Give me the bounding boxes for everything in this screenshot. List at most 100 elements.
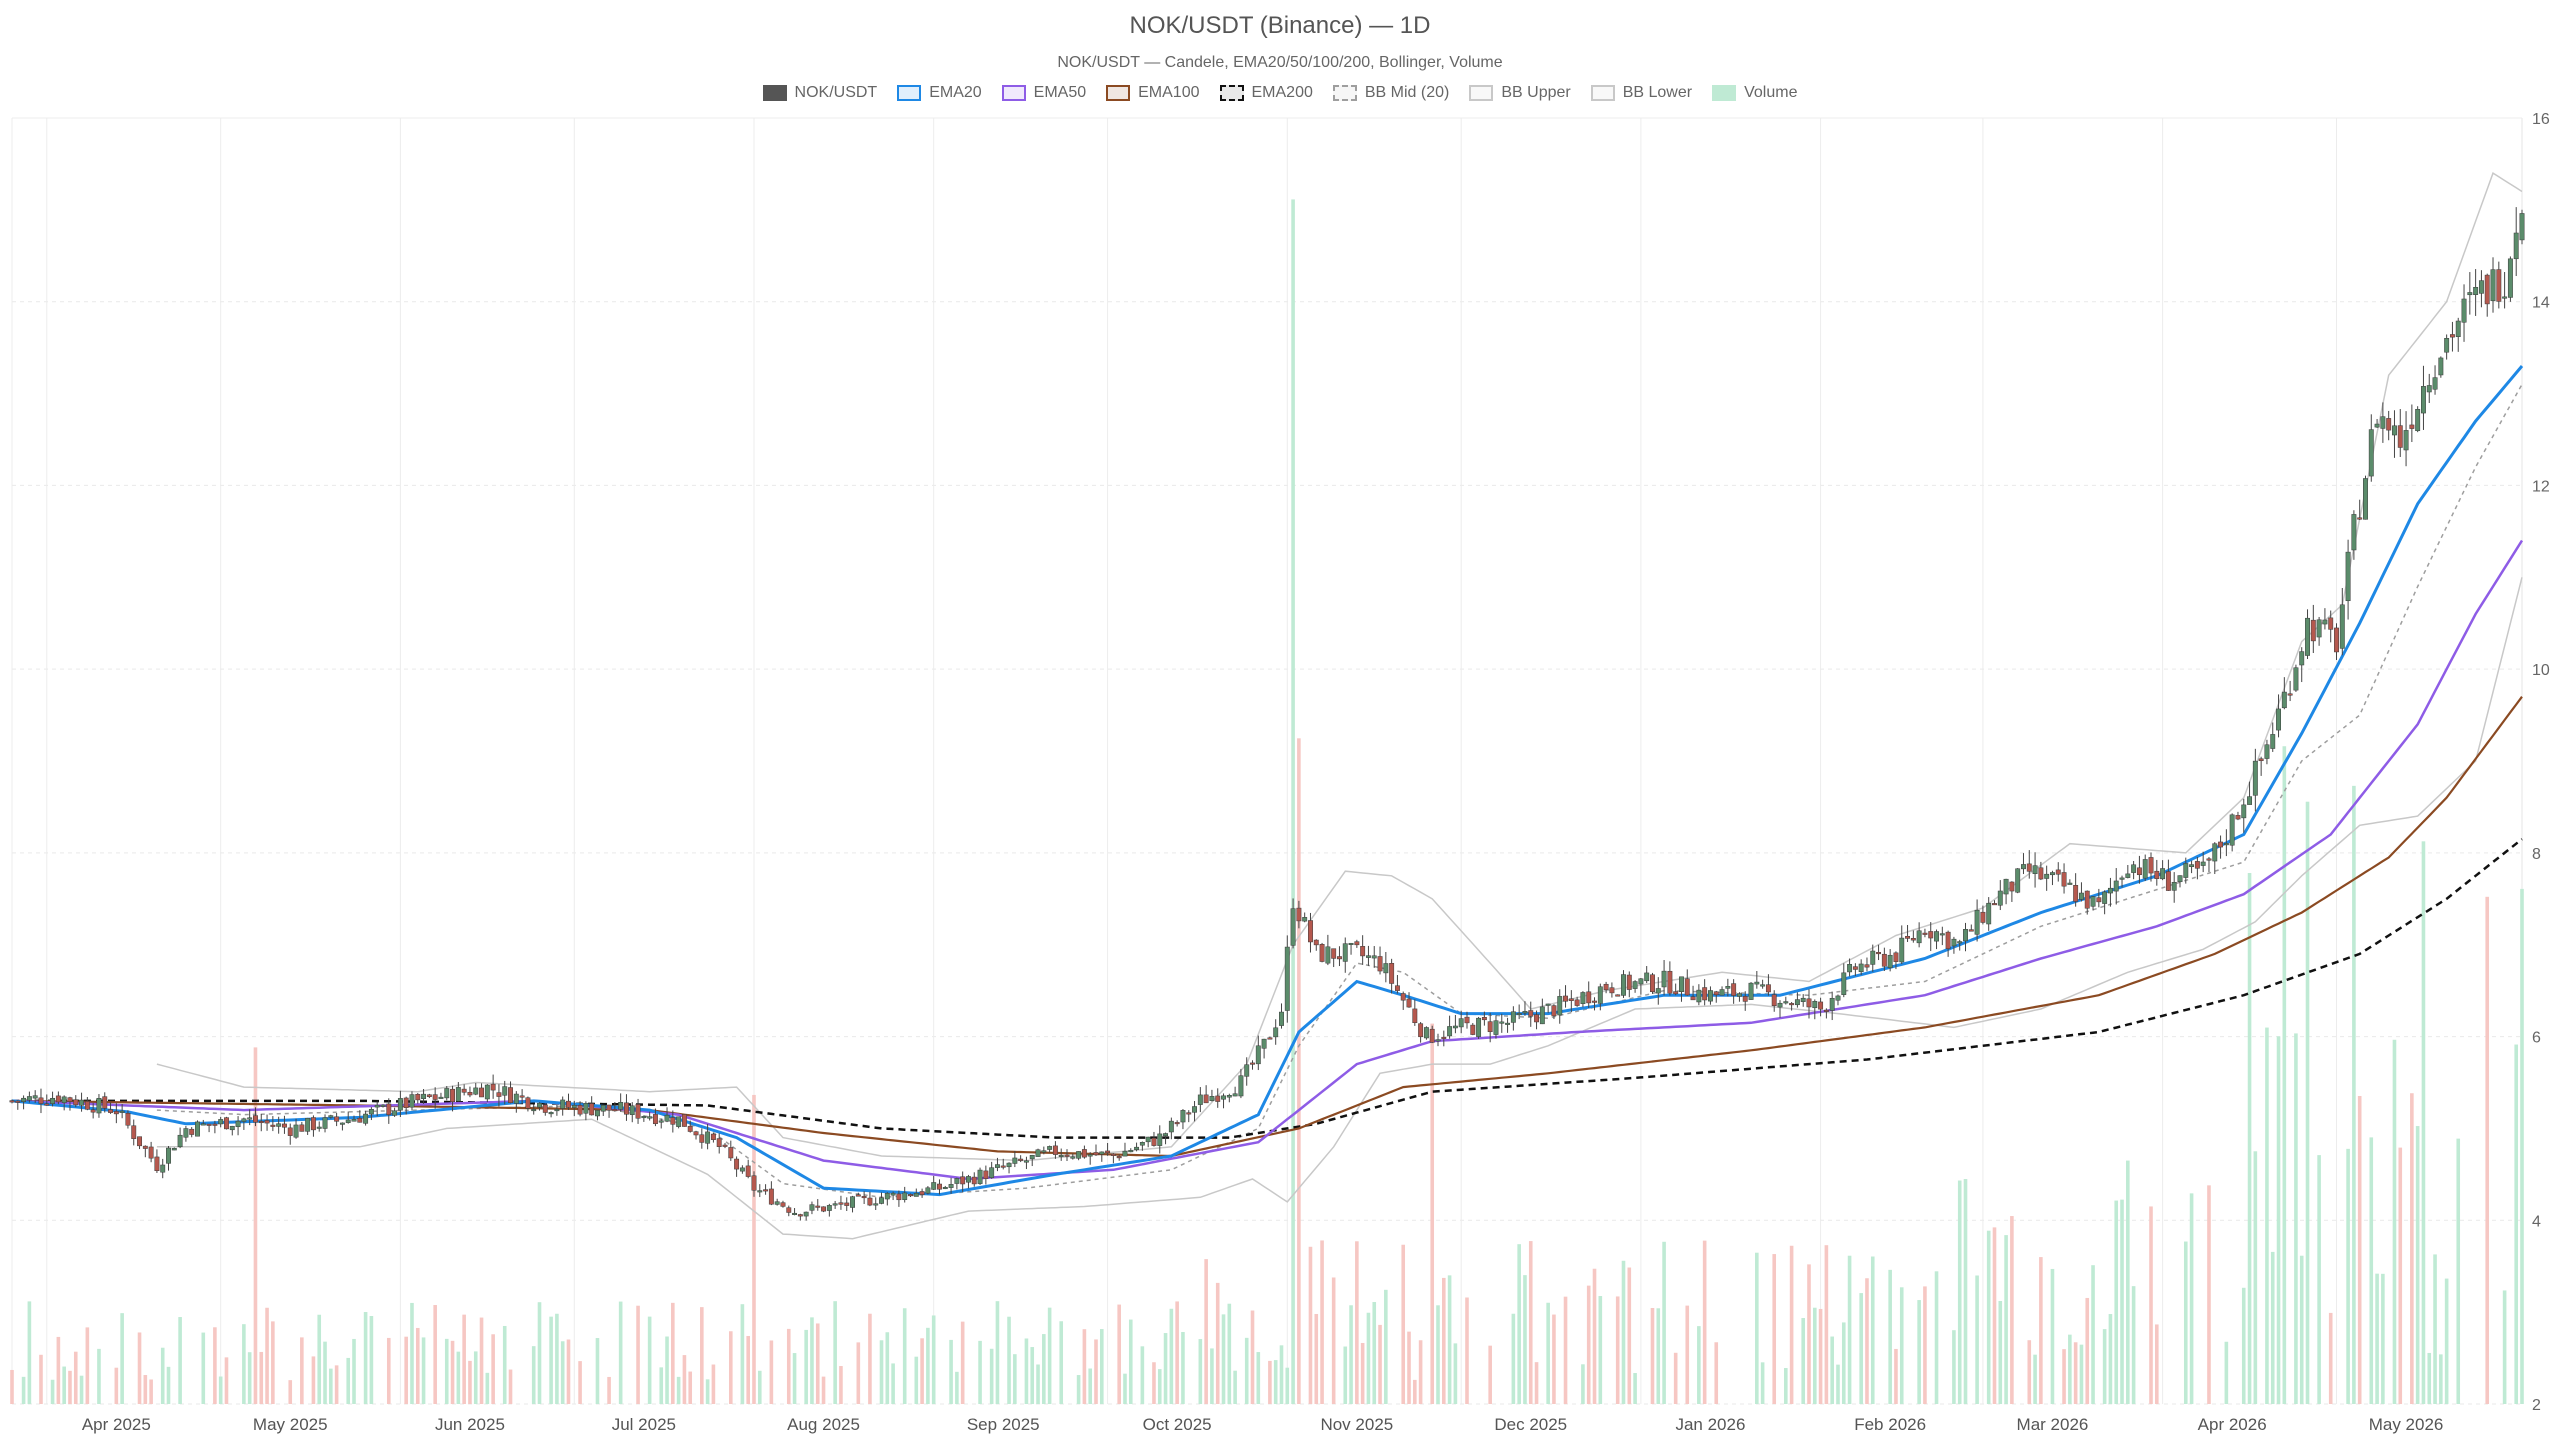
candle-body[interactable] [1400, 993, 1406, 1001]
candle-body[interactable] [1244, 1064, 1250, 1077]
candle-body[interactable] [966, 1176, 971, 1183]
candle-body[interactable] [519, 1095, 525, 1098]
candle-body[interactable] [1719, 989, 1725, 996]
candle-body[interactable] [490, 1083, 496, 1091]
candle-body[interactable] [1957, 941, 1963, 944]
candle-body[interactable] [1122, 1150, 1128, 1157]
legend-item-ema200[interactable]: EMA200 [1219, 84, 1313, 102]
candle-body[interactable] [2154, 870, 2160, 879]
candle-body[interactable] [635, 1104, 641, 1119]
candle-body[interactable] [867, 1197, 873, 1206]
candle-body[interactable] [363, 1113, 369, 1124]
candle-body[interactable] [1574, 999, 1580, 1006]
candle-body[interactable] [2218, 841, 2224, 848]
candle-body[interactable] [681, 1114, 687, 1127]
candle-body[interactable] [131, 1125, 137, 1139]
candle-body[interactable] [508, 1087, 513, 1103]
candle-body[interactable] [1580, 992, 1586, 1004]
candle-body[interactable] [2496, 269, 2502, 302]
candle-body[interactable] [855, 1194, 861, 1197]
candle-body[interactable] [763, 1189, 769, 1192]
candle-body[interactable] [1881, 953, 1887, 967]
candle-body[interactable] [1308, 920, 1313, 943]
candle-body[interactable] [960, 1176, 966, 1185]
candle-body[interactable] [276, 1123, 282, 1127]
candle-body[interactable] [2026, 863, 2032, 872]
candle-body[interactable] [403, 1097, 409, 1108]
candle-body[interactable] [368, 1109, 374, 1115]
candle-body[interactable] [502, 1086, 508, 1096]
candle-body[interactable] [931, 1182, 937, 1190]
candle-body[interactable] [1458, 1018, 1464, 1028]
candle-body[interactable] [2003, 878, 2009, 895]
candle-body[interactable] [2473, 287, 2479, 295]
candle-body[interactable] [2078, 892, 2084, 900]
candle-body[interactable] [1377, 956, 1383, 972]
candle-body[interactable] [2374, 423, 2380, 428]
candle-body[interactable] [21, 1097, 27, 1102]
candle-body[interactable] [328, 1115, 334, 1118]
candle-body[interactable] [1765, 984, 1771, 993]
candle-body[interactable] [102, 1096, 108, 1109]
candle-body[interactable] [1383, 963, 1389, 974]
candle-body[interactable] [461, 1088, 467, 1093]
candle-body[interactable] [305, 1117, 311, 1132]
candle-body[interactable] [803, 1211, 809, 1217]
candle-body[interactable] [253, 1115, 258, 1123]
candle-body[interactable] [1818, 1001, 1824, 1010]
candle-body[interactable] [1951, 938, 1957, 947]
candle-body[interactable] [241, 1118, 247, 1122]
candle-body[interactable] [2229, 814, 2235, 846]
candle-body[interactable] [166, 1147, 171, 1164]
candle-body[interactable] [548, 1112, 554, 1115]
candle-body[interactable] [1360, 946, 1366, 957]
candle-body[interactable] [537, 1102, 542, 1108]
candle-body[interactable] [589, 1103, 595, 1116]
candle-body[interactable] [2044, 873, 2050, 879]
candle-body[interactable] [1476, 1017, 1482, 1037]
candle-body[interactable] [2281, 691, 2287, 709]
candle-body[interactable] [913, 1192, 919, 1197]
candle-body[interactable] [1528, 1010, 1534, 1017]
candle-body[interactable] [1163, 1133, 1169, 1137]
candle-body[interactable] [1232, 1093, 1238, 1097]
candle-body[interactable] [345, 1119, 351, 1123]
candle-body[interactable] [745, 1165, 751, 1177]
candle-body[interactable] [2363, 478, 2368, 520]
candle-body[interactable] [1673, 991, 1679, 995]
candle-body[interactable] [119, 1110, 125, 1113]
candle-body[interactable] [1777, 1002, 1783, 1008]
candle-body[interactable] [2252, 760, 2258, 796]
candle-body[interactable] [1922, 932, 1928, 935]
candle-body[interactable] [1934, 931, 1939, 942]
candle-body[interactable] [142, 1145, 148, 1149]
candle-body[interactable] [1980, 911, 1986, 923]
candle-body[interactable] [2165, 871, 2171, 891]
candle-body[interactable] [658, 1120, 664, 1123]
candle-body[interactable] [1992, 903, 1997, 906]
candle-body[interactable] [1823, 1009, 1829, 1012]
candle-body[interactable] [774, 1201, 780, 1205]
candle-body[interactable] [1447, 1026, 1453, 1037]
candle-body[interactable] [2171, 881, 2177, 891]
candle-body[interactable] [108, 1109, 113, 1113]
candle-body[interactable] [1632, 981, 1638, 989]
candle-body[interactable] [861, 1196, 867, 1199]
candle-body[interactable] [2061, 872, 2067, 887]
candle-body[interactable] [989, 1167, 995, 1178]
candle-body[interactable] [2032, 865, 2038, 874]
candle-body[interactable] [768, 1188, 774, 1205]
candle-body[interactable] [2136, 867, 2142, 876]
candle-body[interactable] [716, 1138, 722, 1147]
candle-body[interactable] [1696, 989, 1702, 1003]
candle-body[interactable] [2461, 298, 2467, 323]
candle-body[interactable] [2107, 887, 2113, 894]
candle-body[interactable] [879, 1197, 884, 1204]
candle-body[interactable] [113, 1111, 119, 1115]
candle-body[interactable] [374, 1104, 380, 1108]
candle-body[interactable] [815, 1205, 821, 1208]
candle-body[interactable] [334, 1116, 340, 1122]
candle-body[interactable] [1690, 996, 1696, 1001]
candle-body[interactable] [218, 1119, 224, 1125]
candle-body[interactable] [444, 1088, 450, 1099]
